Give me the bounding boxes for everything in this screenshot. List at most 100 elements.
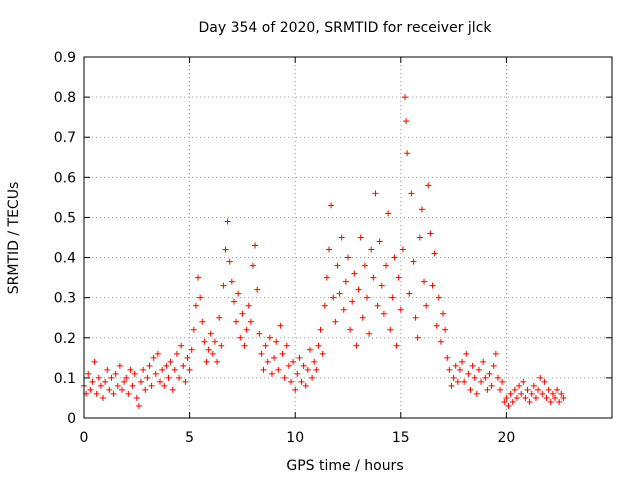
data-point	[243, 326, 250, 333]
data-point	[385, 210, 392, 217]
data-point	[507, 390, 514, 397]
data-point	[416, 234, 423, 241]
data-point	[336, 290, 343, 297]
data-point	[503, 394, 510, 401]
data-point	[440, 310, 447, 317]
data-point	[114, 382, 121, 389]
data-point	[171, 366, 178, 373]
data-point	[532, 394, 539, 401]
data-point	[370, 274, 377, 281]
data-point	[129, 382, 136, 389]
data-point	[207, 330, 214, 337]
grid	[84, 57, 612, 418]
data-point	[294, 370, 301, 377]
data-point	[142, 386, 149, 393]
data-point	[211, 338, 218, 345]
data-point	[406, 290, 413, 297]
data-point	[150, 354, 157, 361]
data-point	[152, 370, 159, 377]
data-point	[214, 358, 221, 365]
data-point	[201, 338, 208, 345]
data-point	[298, 378, 305, 385]
data-point	[340, 306, 347, 313]
data-point	[473, 390, 480, 397]
data-point	[197, 294, 204, 301]
data-point	[471, 374, 478, 381]
data-point	[556, 398, 563, 405]
data-point	[163, 362, 170, 369]
y-tick-label: 0.3	[54, 291, 76, 307]
data-point	[258, 350, 265, 357]
data-point	[446, 366, 453, 373]
data-point	[135, 402, 142, 409]
x-tick-label: 20	[497, 430, 515, 446]
data-point	[317, 326, 324, 333]
data-point	[165, 374, 172, 381]
data-point	[315, 342, 322, 349]
data-point	[273, 338, 280, 345]
data-point	[104, 366, 111, 373]
data-point	[91, 358, 98, 365]
data-point	[192, 302, 199, 309]
data-point	[275, 366, 282, 373]
data-point	[412, 314, 419, 321]
data-point	[450, 374, 457, 381]
data-point	[391, 254, 398, 261]
data-point	[560, 394, 567, 401]
y-tick-label: 0.2	[54, 331, 76, 347]
data-point	[161, 382, 168, 389]
data-point	[138, 378, 145, 385]
data-point	[526, 398, 533, 405]
data-point	[271, 354, 278, 361]
data-point	[482, 374, 489, 381]
data-point	[478, 378, 485, 385]
data-point	[184, 354, 191, 361]
data-point	[167, 358, 174, 365]
x-tick-label: 0	[80, 430, 89, 446]
data-point	[254, 286, 261, 293]
data-point	[488, 382, 495, 389]
data-point	[547, 398, 554, 405]
data-point	[222, 246, 229, 253]
data-point	[480, 358, 487, 365]
data-point	[218, 342, 225, 349]
data-point	[383, 262, 390, 269]
data-point	[176, 374, 183, 381]
y-tick-label: 0	[67, 411, 76, 427]
data-point	[304, 366, 311, 373]
data-point	[321, 302, 328, 309]
data-point	[537, 374, 544, 381]
data-point	[247, 318, 254, 325]
data-point	[516, 382, 523, 389]
data-point	[252, 242, 259, 249]
data-point	[499, 378, 506, 385]
data-point	[524, 386, 531, 393]
data-point	[285, 362, 292, 369]
data-point	[188, 346, 195, 353]
data-point	[338, 234, 345, 241]
chart-title: Day 354 of 2020, SRMTID for receiver jlc…	[199, 20, 493, 36]
data-point	[421, 278, 428, 285]
data-point	[342, 278, 349, 285]
plot-frame	[83, 56, 613, 419]
data-point	[418, 206, 425, 213]
data-point	[465, 370, 472, 377]
data-point	[490, 362, 497, 369]
data-point	[224, 218, 231, 225]
data-point	[431, 250, 438, 257]
data-point	[484, 386, 491, 393]
data-point	[366, 330, 373, 337]
data-point	[359, 314, 366, 321]
data-point	[287, 378, 294, 385]
data-point	[530, 382, 537, 389]
data-point	[347, 326, 354, 333]
data-point	[461, 378, 468, 385]
data-point	[157, 378, 164, 385]
data-point	[277, 322, 284, 329]
data-point	[328, 202, 335, 209]
data-point	[226, 258, 233, 265]
data-point	[256, 330, 263, 337]
data-point	[87, 386, 94, 393]
data-point	[349, 298, 356, 305]
